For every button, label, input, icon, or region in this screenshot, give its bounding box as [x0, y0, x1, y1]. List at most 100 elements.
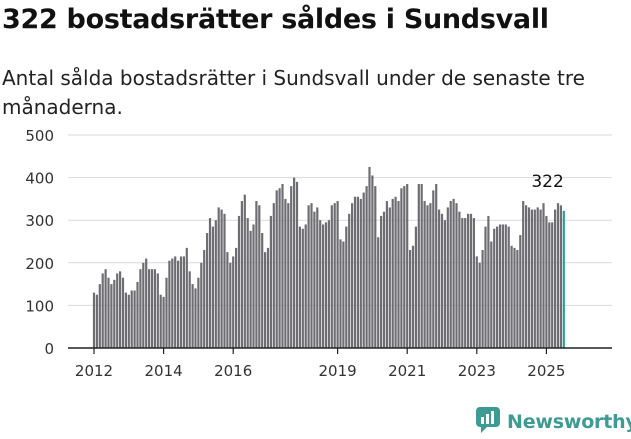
bar — [287, 203, 290, 348]
bar — [522, 201, 525, 348]
y-tick-label: 200 — [25, 255, 54, 273]
bar — [467, 213, 470, 348]
bar — [493, 228, 496, 348]
bar — [127, 294, 130, 348]
bar — [487, 215, 490, 348]
bar — [278, 188, 281, 348]
bar — [551, 222, 554, 348]
bar — [142, 262, 145, 348]
bar — [554, 209, 557, 348]
bar — [226, 252, 229, 348]
bar — [452, 198, 455, 348]
bar — [319, 220, 322, 348]
bar — [252, 224, 255, 348]
bar — [406, 183, 409, 348]
bar — [162, 296, 165, 348]
bar — [478, 262, 481, 348]
bar — [197, 277, 200, 348]
bar-latest — [562, 210, 565, 348]
bar — [426, 205, 429, 348]
bar — [313, 211, 316, 348]
bar — [533, 209, 536, 348]
x-tick-label: 2023 — [458, 362, 496, 380]
bar — [220, 209, 223, 348]
bar — [443, 220, 446, 348]
bar — [284, 198, 287, 348]
bar — [255, 201, 258, 348]
bar — [322, 224, 325, 348]
bar — [333, 203, 336, 348]
x-tick-label: 2025 — [527, 362, 565, 380]
bar — [496, 226, 499, 348]
bar — [510, 245, 513, 348]
bar — [516, 250, 519, 348]
bar — [203, 250, 206, 348]
bar — [438, 209, 441, 348]
bar — [356, 196, 359, 348]
x-tick-label: 2014 — [145, 362, 183, 380]
bar — [348, 213, 351, 348]
bar — [374, 186, 377, 348]
bar — [475, 256, 478, 348]
bar — [324, 222, 328, 348]
bar — [264, 252, 267, 348]
bar — [148, 269, 151, 348]
bar — [484, 226, 487, 348]
bar — [414, 226, 417, 348]
bar — [240, 201, 243, 348]
bar — [159, 294, 162, 348]
brand-name: Newsworthy — [507, 411, 631, 433]
bar — [272, 203, 275, 348]
bar — [232, 256, 235, 348]
bar — [110, 284, 113, 348]
bar — [177, 260, 180, 348]
bar — [208, 218, 212, 348]
bar — [545, 215, 548, 348]
bar — [371, 175, 374, 348]
bar — [388, 207, 391, 348]
bar — [249, 230, 252, 348]
bar — [119, 271, 122, 348]
bar — [342, 241, 345, 348]
bar — [339, 239, 342, 348]
bar — [269, 215, 272, 348]
bar — [136, 281, 139, 348]
bar — [362, 192, 365, 348]
bar — [382, 211, 386, 348]
bar — [145, 258, 148, 348]
bar — [191, 284, 194, 348]
bar — [139, 269, 142, 348]
bar — [525, 205, 528, 348]
bar — [548, 222, 551, 348]
bar — [156, 273, 159, 348]
bar — [455, 203, 458, 348]
bar — [536, 207, 539, 348]
bar — [104, 269, 107, 348]
bar — [461, 218, 464, 348]
bar — [472, 218, 475, 348]
bar — [188, 271, 191, 348]
bar — [246, 218, 249, 348]
bar — [530, 209, 533, 348]
bar — [168, 260, 171, 348]
latest-value-label: 322 — [531, 172, 563, 192]
axes — [68, 347, 612, 354]
newsworthy-brand: Newsworthy — [475, 407, 631, 437]
bar — [391, 198, 394, 348]
bar — [435, 183, 438, 348]
x-tick-label: 2012 — [75, 362, 113, 380]
bar — [394, 196, 397, 348]
bar — [440, 213, 444, 348]
bar — [266, 247, 270, 348]
bar — [519, 235, 522, 348]
bar — [121, 277, 125, 348]
bar — [275, 190, 278, 348]
bar — [330, 205, 333, 348]
bar — [206, 232, 209, 348]
bar — [504, 224, 507, 348]
bar — [498, 224, 502, 348]
bar — [417, 183, 420, 348]
bar — [174, 256, 177, 348]
bar — [359, 198, 362, 348]
bar — [171, 258, 174, 348]
